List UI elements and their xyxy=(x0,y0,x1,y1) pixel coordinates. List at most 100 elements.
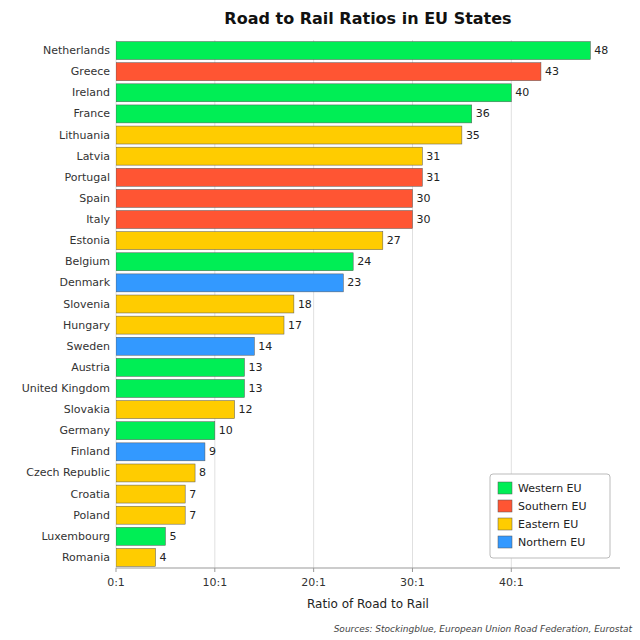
data-label: 24 xyxy=(357,255,371,268)
legend-label: Northern EU xyxy=(518,536,585,549)
bar xyxy=(116,380,244,398)
data-label: 8 xyxy=(199,466,206,479)
category-label: Germany xyxy=(59,424,110,437)
bars xyxy=(116,42,590,567)
category-label: Slovenia xyxy=(63,298,110,311)
title: Road to Rail Ratios in EU States xyxy=(224,9,511,28)
bar xyxy=(116,506,185,524)
category-label: Lithuania xyxy=(59,129,110,142)
category-label: Greece xyxy=(71,65,110,78)
category-label: Estonia xyxy=(70,234,111,247)
data-label: 17 xyxy=(288,319,302,332)
y-axis: Netherlands Greece Ireland France Lithuania L… xyxy=(22,44,111,564)
tick-label: 40:1 xyxy=(499,576,524,589)
legend-label: Eastern EU xyxy=(518,518,578,531)
bar xyxy=(116,189,412,207)
tick-label: 0:1 xyxy=(107,576,125,589)
grid xyxy=(116,40,511,568)
bar xyxy=(116,211,412,229)
tick-label: 30:1 xyxy=(400,576,425,589)
axis-line xyxy=(116,568,620,569)
category-label: Luxembourg xyxy=(41,530,110,543)
data-label: 4 xyxy=(160,551,167,564)
source-note: Sources: Stockingblue, European Union Ro… xyxy=(334,624,633,634)
data-label: 13 xyxy=(248,382,262,395)
axis-label: Ratio of Road to Rail xyxy=(307,597,429,611)
data-label: 48 xyxy=(594,44,608,57)
category-label: Finland xyxy=(71,445,110,458)
bar xyxy=(116,422,215,440)
legend-swatch xyxy=(498,536,512,548)
legend-label: Southern EU xyxy=(518,500,587,513)
data-label: 23 xyxy=(347,276,361,289)
data-label: 27 xyxy=(387,234,401,247)
category-label: Slovakia xyxy=(64,403,110,416)
data-label: 36 xyxy=(476,107,490,120)
category-label: Austria xyxy=(71,361,110,374)
category-label: Belgium xyxy=(65,255,110,268)
data-label: 43 xyxy=(545,65,559,78)
tick-label: 10:1 xyxy=(202,576,227,589)
bar xyxy=(116,63,541,81)
data-label: 9 xyxy=(209,445,216,458)
legend-label: Western EU xyxy=(518,482,582,495)
bar xyxy=(116,443,205,461)
tick-mark xyxy=(313,568,314,572)
bar xyxy=(116,464,195,482)
legend-box xyxy=(490,474,610,558)
tick-mark xyxy=(214,568,215,572)
tick-mark xyxy=(412,568,413,572)
category-label: Netherlands xyxy=(43,44,110,57)
category-label: France xyxy=(73,107,110,120)
bar xyxy=(116,126,462,144)
data-label: 10 xyxy=(219,424,233,437)
bar xyxy=(116,548,156,566)
bar xyxy=(116,105,472,123)
data-label: 35 xyxy=(466,129,480,142)
category-label: Portugal xyxy=(64,171,110,184)
data-label: 40 xyxy=(515,86,529,99)
category-label: Hungary xyxy=(63,319,110,332)
bar xyxy=(116,42,590,60)
data-label: 30 xyxy=(416,192,430,205)
data-label: 13 xyxy=(248,361,262,374)
bar xyxy=(116,316,284,334)
bar xyxy=(116,168,422,186)
data-labels: 4840362413131054331303035312718171287742… xyxy=(160,44,609,564)
category-label: Poland xyxy=(73,509,110,522)
bar xyxy=(116,253,353,271)
bar xyxy=(116,401,235,419)
bar xyxy=(116,274,343,292)
data-label: 30 xyxy=(416,213,430,226)
category-label: Spain xyxy=(79,192,110,205)
category-label: Ireland xyxy=(72,86,110,99)
tick-mark xyxy=(511,568,512,572)
tick-label: 20:1 xyxy=(301,576,326,589)
x-axis: 0:1 10:1 20:1 30:1 40:1 xyxy=(107,568,620,589)
category-label: Romania xyxy=(62,551,110,564)
bar xyxy=(116,358,244,376)
category-label: Italy xyxy=(86,213,110,226)
bar xyxy=(116,295,294,313)
category-label: United Kingdom xyxy=(22,382,110,395)
category-label: Denmark xyxy=(59,276,110,289)
category-label: Latvia xyxy=(77,150,111,163)
data-label: 5 xyxy=(169,530,176,543)
data-label: 31 xyxy=(426,171,440,184)
category-label: Croatia xyxy=(70,488,110,501)
background xyxy=(0,0,640,640)
category-label: Czech Republic xyxy=(26,466,110,479)
legend-swatch xyxy=(498,482,512,494)
bar xyxy=(116,232,383,250)
bar xyxy=(116,84,511,102)
data-label: 14 xyxy=(258,340,272,353)
data-label: 18 xyxy=(298,298,312,311)
data-label: 7 xyxy=(189,509,196,522)
tick-mark xyxy=(116,568,117,572)
chart: 0:110:120:130:140:1484036241313105433130… xyxy=(0,0,640,640)
legend: Western EU Southern EU Eastern EU Northern … xyxy=(490,474,610,558)
legend-swatch xyxy=(498,518,512,530)
bar xyxy=(116,147,422,165)
data-label: 7 xyxy=(189,488,196,501)
data-label: 31 xyxy=(426,150,440,163)
